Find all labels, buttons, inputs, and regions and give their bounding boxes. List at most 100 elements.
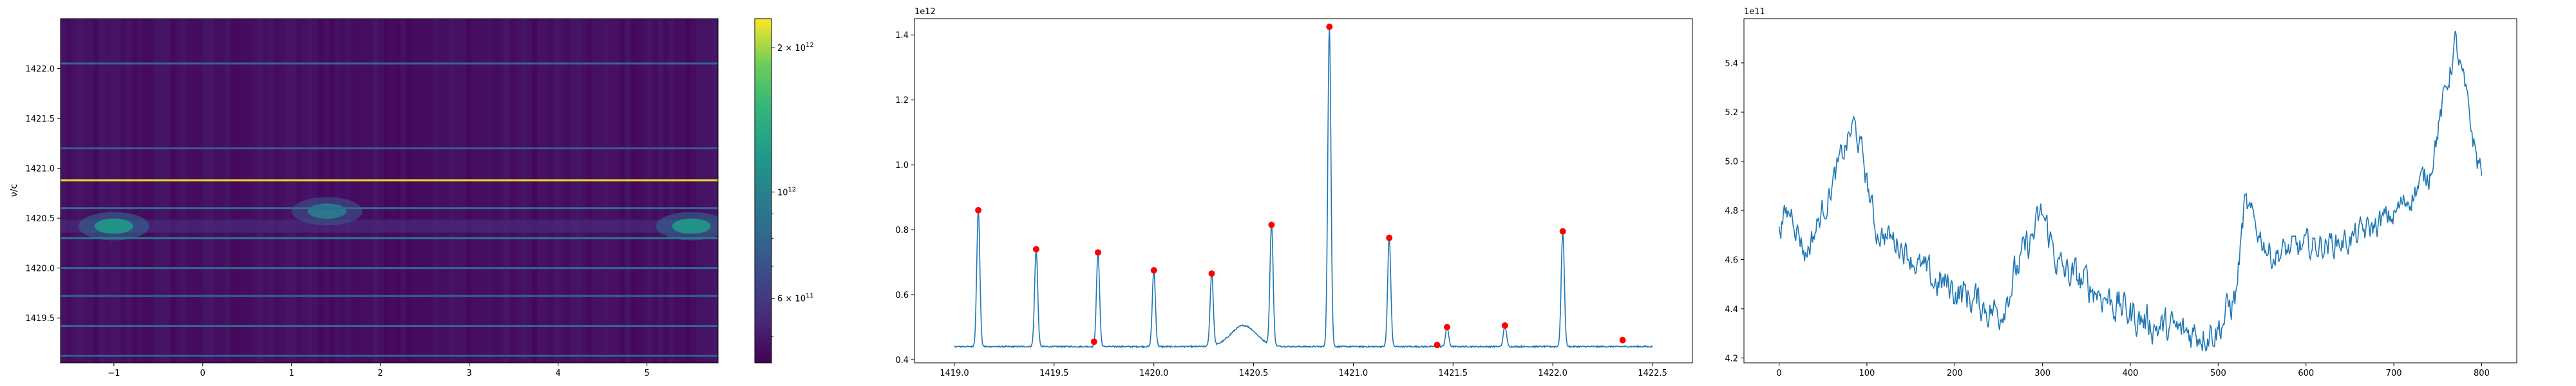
timeseries-xtick-label: 500: [2210, 369, 2226, 378]
peak-marker: [1032, 246, 1039, 253]
heatmap-column: [350, 19, 357, 363]
heatmap-column: [301, 19, 308, 363]
heatmap-column: [290, 19, 297, 363]
heatmap-line: [61, 267, 718, 270]
colorbar-tick-label: 2 × 1012: [777, 42, 814, 53]
heatmap-column: [466, 19, 472, 363]
heatmap-column: [663, 19, 670, 363]
timeseries-axes: 0 100 200 300 400 500 600 700 800 4.2 4.4 4.6 4.8 5.0…: [1725, 59, 2490, 378]
spectrum-axes: 1419.0 1419.5 1420.0 1420.5 1421.0 1421.5 1422…: [895, 31, 1667, 378]
spectrum-ytick-label: 1.2: [895, 96, 909, 106]
spectrum-frame: [914, 18, 1693, 363]
heatmap-column: [361, 19, 368, 363]
heatmap-column: [153, 19, 160, 363]
heatmap-column: [104, 19, 111, 363]
colorbar-gradient: [755, 19, 772, 363]
spectrum-xtick-label: 1420.5: [1239, 369, 1269, 378]
heatmap-column: [120, 19, 127, 363]
heatmap-column: [214, 19, 220, 363]
spectrum-xtick-label: 1419.0: [940, 369, 969, 378]
heatmap-column: [674, 19, 681, 363]
heatmap-column: [658, 19, 664, 363]
timeseries-plot: [1778, 30, 2483, 353]
heatmap-xtick-label: −1: [108, 369, 120, 378]
heatmap-column: [137, 19, 144, 363]
spectrum-xtick-label: 1420.0: [1139, 369, 1169, 378]
peak-marker: [1386, 234, 1393, 241]
heatmap-column: [225, 19, 231, 363]
heatmap-column: [142, 19, 149, 363]
heatmap-column: [400, 19, 406, 363]
spectrum-ytick-label: 1.4: [895, 31, 909, 41]
heatmap-column: [690, 19, 697, 363]
spectrum-plot: [954, 23, 1653, 349]
heatmap-column: [652, 19, 659, 363]
heatmap-line: [61, 179, 718, 181]
heatmap-column: [641, 19, 647, 363]
heatmap-column: [197, 19, 204, 363]
heatmap-column: [531, 19, 538, 363]
heatmap-column: [203, 19, 209, 363]
spectrum-ytick-label: 1.0: [895, 161, 909, 170]
heatmap-column: [126, 19, 133, 363]
heatmap-column: [679, 19, 686, 363]
heatmap-column: [575, 19, 582, 363]
heatmap-column: [186, 19, 193, 363]
heatmap-image: [61, 19, 718, 363]
heatmap-line: [61, 62, 718, 65]
heatmap-column: [597, 19, 603, 363]
heatmap-ylabel: ν/c: [9, 184, 19, 197]
spectrum-panel: 1419.0 1419.5 1420.0 1420.5 1421.0 1421.5 1422…: [895, 7, 1693, 378]
heatmap-column: [411, 19, 417, 363]
heatmap-column: [258, 19, 264, 363]
heatmap-column: [296, 19, 302, 363]
spectrum-ytick-label: 0.6: [895, 291, 909, 300]
heatmap-blob-core: [672, 218, 711, 234]
colorbar: 6 × 1011 1012 2 × 1012: [754, 18, 814, 363]
heatmap-column: [712, 19, 718, 363]
peak-marker: [975, 207, 982, 214]
heatmap-column: [603, 19, 609, 363]
heatmap-column: [526, 19, 533, 363]
heatmap-ytick-label: 1420.5: [26, 214, 55, 224]
spectrum-line: [954, 27, 1653, 349]
heatmap-column: [307, 19, 313, 363]
heatmap-column: [241, 19, 247, 363]
peak-marker: [1619, 336, 1626, 344]
heatmap-column: [230, 19, 236, 363]
timeseries-ytick-label: 5.0: [1725, 158, 1738, 167]
timeseries-xtick-label: 700: [2386, 369, 2402, 378]
heatmap-line: [61, 325, 718, 327]
heatmap-column: [614, 19, 620, 363]
heatmap-column: [208, 19, 214, 363]
heatmap-column: [219, 19, 225, 363]
heatmap-column: [131, 19, 138, 363]
heatmap-line: [61, 207, 718, 210]
timeseries-xtick-label: 100: [1859, 369, 1875, 378]
peak-marker: [1444, 324, 1451, 331]
heatmap-line: [61, 147, 718, 150]
heatmap-column: [450, 19, 456, 363]
heatmap-column: [647, 19, 653, 363]
timeseries-xtick-label: 300: [2034, 369, 2050, 378]
heatmap-column: [542, 19, 549, 363]
heatmap-column: [685, 19, 692, 363]
heatmap-column: [279, 19, 286, 363]
heatmap-column: [71, 19, 78, 363]
heatmap-column: [389, 19, 395, 363]
heatmap-column: [537, 19, 544, 363]
timeseries-ytick-label: 5.4: [1725, 59, 1738, 69]
heatmap-column: [367, 19, 374, 363]
heatmap-ytick-label: 1421.0: [26, 165, 55, 174]
heatmap-xtick-label: 1: [289, 369, 294, 378]
heatmap-column: [115, 19, 122, 363]
heatmap-blob-core: [94, 218, 133, 234]
heatmap-column: [236, 19, 242, 363]
spectrum-background: [914, 19, 1692, 363]
peak-marker: [1208, 270, 1215, 277]
heatmap-column: [159, 19, 166, 363]
heatmap-column: [493, 19, 500, 363]
heatmap-band: [61, 219, 718, 233]
heatmap-column: [488, 19, 494, 363]
heatmap-column: [428, 19, 434, 363]
